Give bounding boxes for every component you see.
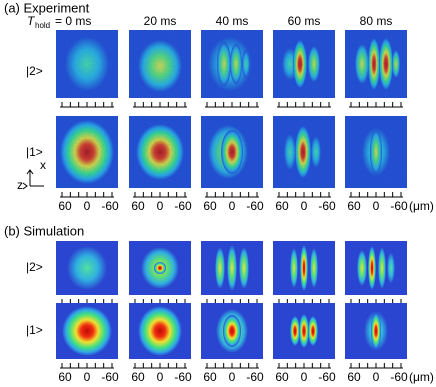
scale-ruler [349,192,403,198]
scale-tick-label: 60 [203,199,217,213]
scale-tick-label: -60 [174,199,192,213]
scale-ruler [349,363,403,369]
scale-tick-label: 0 [301,199,308,213]
noise-texture [273,30,335,98]
row-label: |2> [26,64,43,78]
noise-texture [56,30,118,98]
density-blob [290,248,298,288]
density-blob [227,245,237,291]
scale-tick-label: 0 [373,199,380,213]
scale-ruler [133,363,187,369]
scale-ruler [277,102,331,108]
density-blob [154,262,166,274]
scale-tick-label: -60 [101,199,119,213]
scale-unit: (μm) [409,199,434,213]
scale-tick-label: 0 [301,370,308,384]
column-label: = 0 ms [55,14,91,28]
scale-tick-label: 60 [58,199,72,213]
noise-texture [273,116,335,188]
scale-tick-label: -60 [246,199,264,213]
density-blob [67,246,107,290]
density-blob [357,250,367,286]
column-label: 40 ms [216,14,249,28]
scale-tick-label: -60 [246,370,264,384]
axis-z-label: z [17,178,23,192]
scale-tick-label: 0 [373,370,380,384]
noise-texture [129,116,191,188]
scale-tick-label: 60 [275,199,289,213]
scale-tick-label: 0 [84,370,91,384]
scale-unit: (μm) [409,370,434,384]
row-label: |2> [26,260,43,274]
hold-subscript: hold [35,21,50,30]
scale-ruler [205,102,259,108]
scale-tick-label: -60 [390,199,408,213]
noise-texture [129,30,191,98]
scale-tick-label: -60 [318,370,336,384]
density-blob [371,313,381,349]
density-blob [299,314,309,348]
scale-tick-label: 0 [84,199,91,213]
scale-tick-label: 60 [58,370,72,384]
scale-tick-label: -60 [174,370,192,384]
scale-ruler [60,102,114,108]
cells: |2>|1>60 0 -60 60 0 -60 60 0 -60 60 0 -60 60 0 -60 (μm)… [26,30,434,384]
scale-ruler [133,192,187,198]
noise-texture [56,116,118,188]
hold-symbol: T [27,14,36,28]
density-blob [378,247,386,289]
row-label: |1> [26,145,43,159]
scale-ruler [277,192,331,198]
density-blob [138,306,182,356]
scale-tick-label: 0 [157,370,164,384]
scale-tick-label: 0 [229,370,236,384]
scale-ruler [60,363,114,369]
axis-arrows [22,169,44,190]
scale-ruler [349,102,403,108]
density-blob [239,247,249,289]
scale-ruler [205,363,259,369]
density-blob [310,248,318,288]
noise-texture [345,30,407,98]
density-blob [223,315,241,347]
scale-ruler [133,102,187,108]
section-title: (b) Simulation [4,223,84,238]
noise-texture [345,116,407,188]
scale-tick-label: -60 [318,199,336,213]
scale-tick-label: 60 [347,199,361,213]
scale-ruler [205,192,259,198]
density-blob [290,316,300,346]
column-label: 60 ms [288,14,321,28]
section-title: (a) Experiment [4,0,90,15]
scale-tick-label: 60 [203,370,217,384]
noise-texture [201,30,263,98]
scale-ruler [60,192,114,198]
density-blob [300,245,308,291]
noise-texture [201,116,263,188]
scale-tick-label: 60 [275,370,289,384]
scale-tick-label: 60 [131,370,145,384]
column-label: 20 ms [144,14,177,28]
scale-tick-label: 60 [347,370,361,384]
scale-tick-label: 60 [131,199,145,213]
scale-ruler [277,363,331,369]
density-blob [308,316,318,346]
row-label: |1> [26,323,43,337]
density-blob [215,247,225,289]
scale-tick-label: -60 [101,370,119,384]
density-blob [62,306,112,356]
axis-x-label: x [40,158,46,172]
column-label: 80 ms [360,14,393,28]
density-blob [387,252,395,284]
density-blob [368,246,376,290]
scale-tick-label: 0 [157,199,164,213]
scale-tick-label: -60 [390,370,408,384]
scale-tick-label: 0 [229,199,236,213]
